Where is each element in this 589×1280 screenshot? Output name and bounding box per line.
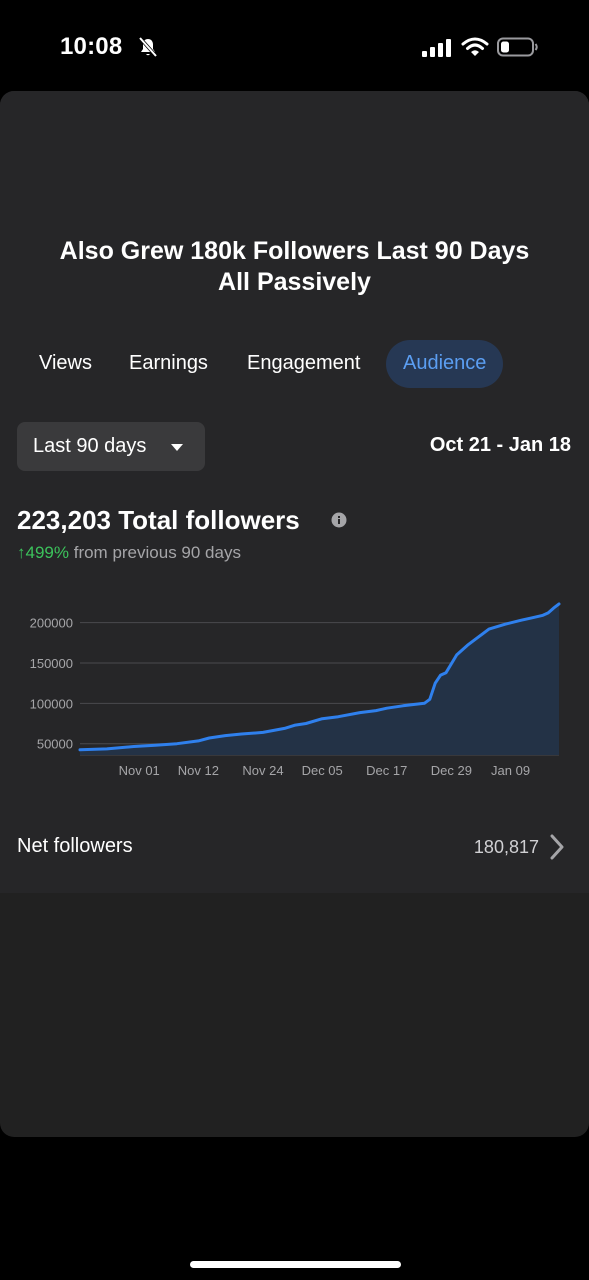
x-axis-ticks: Nov 01 Nov 12 Nov 24 Dec 05 Dec 17 Dec 29 Jan … — [119, 763, 530, 778]
followers-line — [78, 602, 561, 752]
total-followers-value: 223,203 — [17, 505, 111, 535]
x-tick-label: Jan 09 — [491, 763, 530, 778]
tab-earnings[interactable]: Earnings — [129, 352, 208, 374]
growth-text: from previous 90 days — [73, 543, 241, 562]
audience-card — [0, 91, 589, 893]
x-tick-label: Nov 24 — [242, 763, 283, 778]
tab-audience[interactable]: Audience — [386, 340, 504, 388]
page-title: Also Grew 180k Followers Last 90 Days Al… — [0, 236, 589, 298]
title-line-2: All Passively — [218, 268, 371, 296]
date-range-dropdown[interactable]: Last 90 days — [17, 422, 205, 471]
info-icon[interactable] — [331, 512, 347, 528]
date-range-dropdown-label: Last 90 days — [33, 435, 147, 457]
y-tick-label: 150000 — [30, 656, 73, 671]
x-tick-label: Dec 05 — [302, 763, 343, 778]
total-followers: 223,203 Total followers — [17, 505, 300, 536]
x-tick-label: Dec 17 — [366, 763, 407, 778]
battery-icon — [497, 37, 538, 57]
home-indicator — [190, 1261, 401, 1268]
growth-percent-value: 499% — [25, 543, 69, 562]
total-followers-label: Total followers — [118, 505, 300, 535]
y-tick-label: 200000 — [30, 616, 73, 631]
x-tick-label: Dec 29 — [431, 763, 472, 778]
cellular-signal-icon — [422, 39, 451, 57]
caret-down-icon — [171, 444, 183, 451]
title-line-1: Also Grew 180k Followers Last 90 Days — [59, 237, 530, 265]
status-time: 10:08 — [60, 33, 123, 60]
tab-views[interactable]: Views — [39, 352, 92, 374]
tab-engagement[interactable]: Engagement — [247, 352, 361, 374]
chevron-right-icon[interactable] — [549, 834, 565, 860]
y-tick-label: 100000 — [30, 696, 73, 711]
status-bar: 10:08 — [0, 0, 589, 92]
growth-indicator: ↑499% from previous 90 days — [17, 543, 241, 563]
date-range-text: Oct 21 - Jan 18 — [429, 434, 571, 456]
x-tick-label: Nov 12 — [178, 763, 219, 778]
growth-percent: ↑499% — [17, 543, 69, 562]
net-followers-label[interactable]: Net followers — [17, 835, 133, 857]
bell-muted-icon — [138, 36, 158, 58]
x-tick-label: Nov 01 — [119, 763, 160, 778]
net-followers-value[interactable]: 180,817 — [473, 837, 539, 857]
wifi-icon — [461, 37, 489, 56]
y-axis-ticks: 50000 100000 150000 200000 — [30, 616, 73, 752]
arrow-up-icon: ↑ — [17, 543, 26, 562]
y-tick-label: 50000 — [37, 737, 73, 752]
followers-area — [80, 603, 559, 755]
